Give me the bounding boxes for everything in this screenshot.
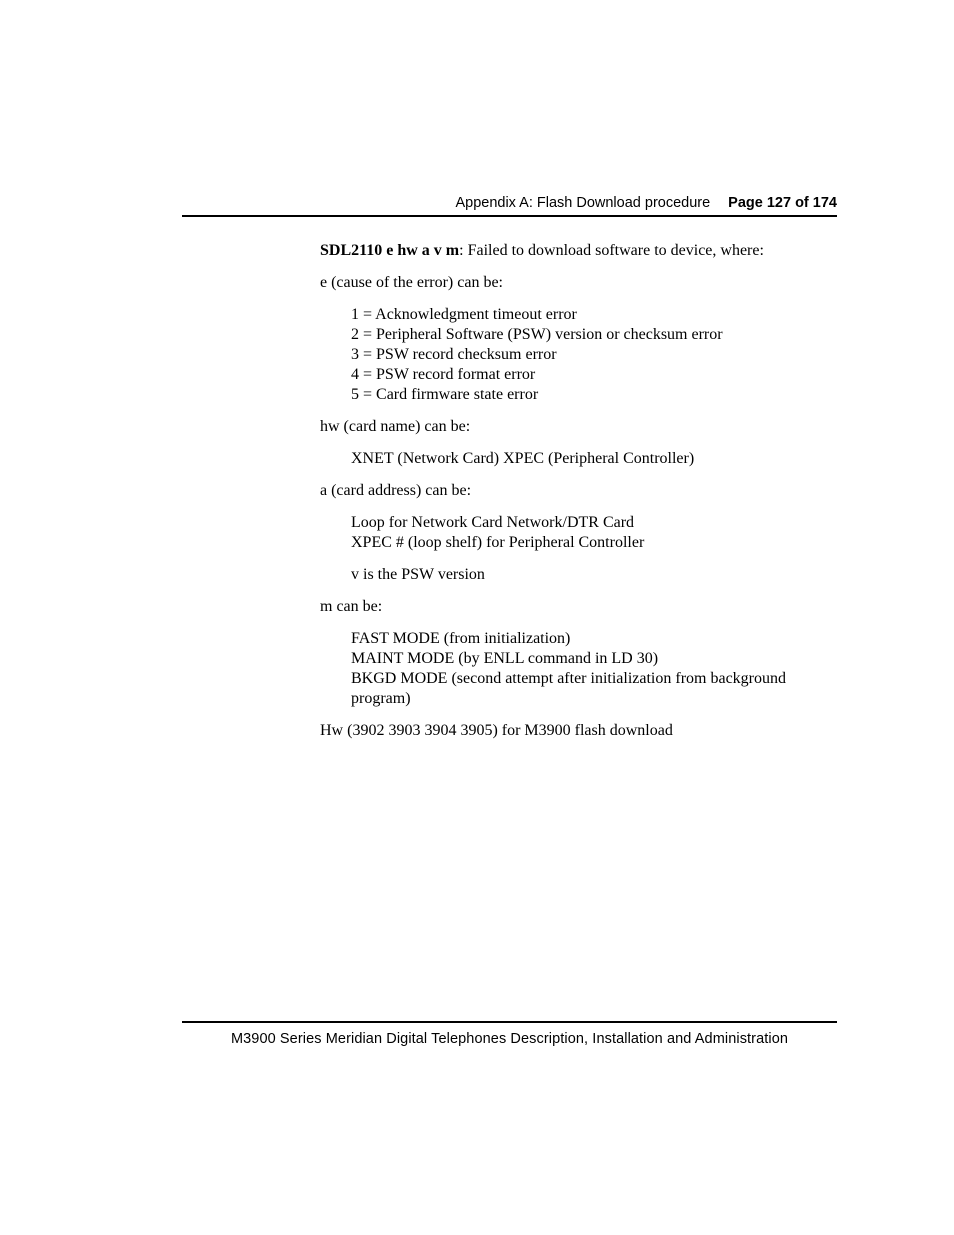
header-breadcrumb: Appendix A: Flash Download procedure bbox=[455, 195, 710, 211]
e-item: 1 = Acknowledgment timeout error bbox=[351, 305, 837, 325]
a-item: Loop for Network Card Network/DTR Card bbox=[351, 513, 837, 533]
hw-intro: hw (card name) can be: bbox=[320, 417, 837, 437]
e-item: 5 = Card firmware state error bbox=[351, 385, 837, 405]
a-intro: a (card address) can be: bbox=[320, 481, 837, 501]
page-footer: M3900 Series Meridian Digital Telephones… bbox=[182, 1021, 837, 1047]
m-item: FAST MODE (from initialization) bbox=[351, 629, 837, 649]
e-item: 4 = PSW record format error bbox=[351, 365, 837, 385]
title-rest: : Failed to download software to device,… bbox=[459, 242, 764, 259]
page-body: SDL2110 e hw a v m: Failed to download s… bbox=[320, 241, 837, 741]
e-item: 3 = PSW record checksum error bbox=[351, 345, 837, 365]
title-bold: SDL2110 e hw a v m bbox=[320, 242, 459, 259]
a-list: Loop for Network Card Network/DTR Card X… bbox=[320, 513, 837, 553]
hw-line: Hw (3902 3903 3904 3905) for M3900 flash… bbox=[320, 721, 837, 741]
m-item: BKGD MODE (second attempt after initiali… bbox=[351, 669, 837, 709]
v-line: v is the PSW version bbox=[351, 565, 837, 585]
hw-item: XNET (Network Card) XPEC (Peripheral Con… bbox=[351, 449, 837, 469]
m-item: MAINT MODE (by ENLL command in LD 30) bbox=[351, 649, 837, 669]
title-line: SDL2110 e hw a v m: Failed to download s… bbox=[320, 241, 837, 261]
a-item: XPEC # (loop shelf) for Peripheral Contr… bbox=[351, 533, 837, 553]
footer-rule bbox=[182, 1021, 837, 1023]
v-block: v is the PSW version bbox=[320, 565, 837, 585]
footer-text: M3900 Series Meridian Digital Telephones… bbox=[182, 1031, 837, 1047]
hw-list: XNET (Network Card) XPEC (Peripheral Con… bbox=[320, 449, 837, 469]
e-item: 2 = Peripheral Software (PSW) version or… bbox=[351, 325, 837, 345]
header-page-label: Page 127 of 174 bbox=[728, 195, 837, 211]
m-intro: m can be: bbox=[320, 597, 837, 617]
m-list: FAST MODE (from initialization) MAINT MO… bbox=[320, 629, 837, 709]
page-header: Appendix A: Flash Download procedure Pag… bbox=[182, 195, 837, 217]
e-intro: e (cause of the error) can be: bbox=[320, 273, 837, 293]
e-list: 1 = Acknowledgment timeout error 2 = Per… bbox=[320, 305, 837, 405]
